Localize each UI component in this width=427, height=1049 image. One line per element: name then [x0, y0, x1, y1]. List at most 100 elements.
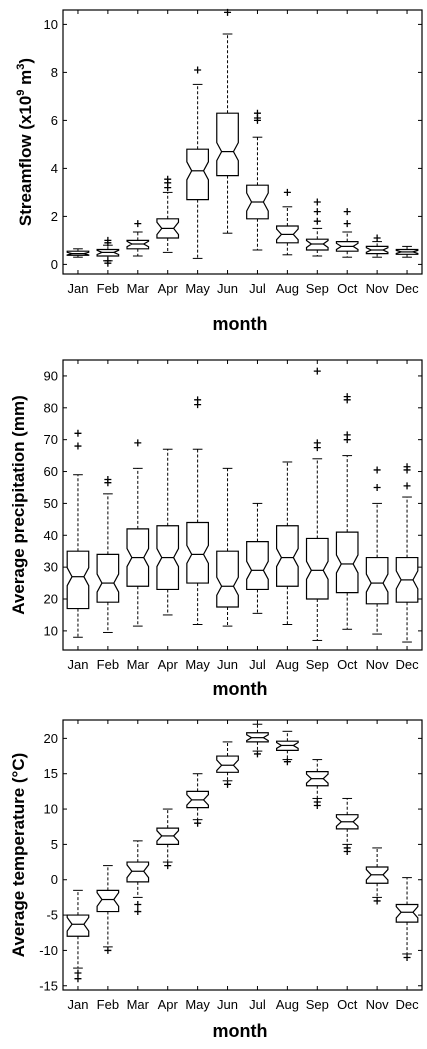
precipitation-outlier-point	[134, 439, 142, 447]
temperature-outlier-point	[373, 897, 381, 905]
temperature-x-tick-label: Sep	[306, 997, 329, 1012]
temperature-x-tick-label: Jul	[249, 997, 266, 1012]
streamflow-x-tick-label: May	[185, 281, 210, 296]
precipitation-x-tick-label: Apr	[158, 657, 179, 672]
streamflow-x-tick-label: Oct	[337, 281, 358, 296]
streamflow-y-axis-label: Streamflow (x109 m3)	[15, 58, 35, 226]
streamflow-outlier-point	[343, 220, 351, 228]
precipitation-outlier-point	[74, 442, 82, 450]
temperature-x-tick-label: Oct	[337, 997, 358, 1012]
streamflow-x-tick-label: Sep	[306, 281, 329, 296]
streamflow-box-aug	[276, 188, 299, 256]
precipitation-box-mar	[126, 439, 150, 627]
streamflow-box-body	[126, 239, 150, 250]
temperature-box-body	[126, 861, 150, 883]
temperature-box-dec	[395, 877, 419, 961]
precipitation-box-nov	[365, 466, 389, 635]
temperature-x-tick-label: Jan	[67, 997, 88, 1012]
temperature-box-sep	[305, 759, 329, 810]
temperature-plot-frame	[62, 719, 423, 991]
streamflow-y-tick-label: 0	[51, 257, 58, 272]
streamflow-y-label-main: Streamflow (x10	[16, 96, 35, 226]
temperature-box-feb	[96, 865, 120, 954]
precipitation-box-jan	[66, 429, 90, 638]
streamflow-x-tick-label: Feb	[97, 281, 119, 296]
precipitation-x-tick-label: Jan	[67, 657, 88, 672]
streamflow-boxes	[66, 8, 419, 267]
streamflow-outlier-point	[313, 198, 321, 206]
precipitation-y-axis-label: Average precipitation (mm)	[9, 395, 28, 614]
streamflow-y-tick-label: 4	[51, 161, 58, 176]
temperature-y-axis-label: Average temperature (°C)	[9, 753, 28, 958]
precipitation-box-sep	[305, 367, 329, 641]
precipitation-x-tick-label: Sep	[306, 657, 329, 672]
precipitation-outlier-point	[74, 429, 82, 437]
precipitation-x-axis-label: month	[213, 679, 268, 699]
streamflow-outlier-point	[253, 109, 261, 117]
precipitation-x-tick-label: Nov	[366, 657, 390, 672]
temperature-y-tick-label: -5	[46, 908, 58, 923]
streamflow-x-tick-label: Apr	[158, 281, 179, 296]
streamflow-plot-frame	[62, 9, 423, 275]
streamflow-outlier-point	[313, 208, 321, 216]
temperature-box-jun	[216, 741, 239, 788]
temperature-x-axis-label: month	[213, 1021, 268, 1041]
streamflow-outlier-point	[283, 188, 291, 196]
temperature-box-may	[186, 773, 209, 827]
temperature-x-ticks: Jan Feb Mar Apr May Jun Jul Aug Sep Oct Nov Dec	[67, 720, 419, 1012]
precipitation-outlier-point	[343, 431, 351, 439]
temperature-box-body	[66, 914, 90, 937]
streamflow-x-tick-label: Aug	[276, 281, 299, 296]
precipitation-y-tick-label: 80	[44, 400, 58, 415]
temperature-y-tick-label: -10	[39, 943, 58, 958]
temperature-box-oct	[335, 797, 359, 855]
precipitation-box-body	[216, 550, 239, 608]
streamflow-x-tick-label: Nov	[366, 281, 390, 296]
streamflow-x-tick-label: Mar	[127, 281, 150, 296]
temperature-y-tick-label: 15	[44, 766, 58, 781]
temperature-box-body	[395, 903, 419, 923]
precipitation-box-body	[186, 521, 209, 584]
streamflow-y-label-sup2: 3	[15, 64, 27, 70]
streamflow-x-axis-label: month	[213, 314, 268, 334]
temperature-x-tick-label: Mar	[127, 997, 150, 1012]
temperature-outlier-point	[403, 953, 411, 961]
temperature-outlier-point	[343, 844, 351, 852]
streamflow-box-body	[186, 148, 209, 201]
temperature-box-jul	[246, 723, 269, 758]
precipitation-x-tick-label: Aug	[276, 657, 299, 672]
precipitation-y-tick-label: 70	[44, 432, 58, 447]
temperature-boxes	[66, 723, 419, 983]
precipitation-y-tick-label: 30	[44, 560, 58, 575]
streamflow-box-oct	[335, 208, 359, 258]
precipitation-outlier-point	[343, 393, 351, 401]
streamflow-box-body	[305, 238, 329, 251]
streamflow-x-tick-label: Jun	[217, 281, 238, 296]
streamflow-y-label-close: )	[16, 58, 35, 64]
streamflow-y-ticks: 0 2 4 6 8 10	[44, 17, 422, 272]
precipitation-plot-frame	[62, 359, 423, 651]
precipitation-box-may	[186, 396, 209, 626]
temperature-box-body	[216, 755, 239, 773]
temperature-outlier-point	[283, 758, 291, 766]
temperature-x-tick-label: Dec	[395, 997, 419, 1012]
temperature-x-tick-label: Nov	[366, 997, 390, 1012]
temperature-outlier-point	[74, 975, 82, 983]
temperature-x-tick-label: Feb	[97, 997, 119, 1012]
streamflow-y-tick-label: 2	[51, 209, 58, 224]
precipitation-outlier-point	[313, 439, 321, 447]
precipitation-box-jun	[216, 467, 239, 627]
precipitation-x-tick-label: Dec	[395, 657, 419, 672]
precipitation-panel: 10 20 30 40 50 60 70 80 90 Jan Feb Mar Apr May Jun Jul…	[9, 359, 423, 699]
precipitation-y-tick-label: 40	[44, 528, 58, 543]
temperature-box-apr	[156, 808, 180, 870]
temperature-y-tick-label: 10	[44, 802, 58, 817]
precipitation-box-body	[305, 537, 329, 600]
precipitation-x-ticks: Jan Feb Mar Apr May Jun Jul Aug Sep Oct Nov Dec	[67, 360, 419, 672]
precipitation-y-tick-label: 60	[44, 464, 58, 479]
precipitation-outlier-point	[403, 482, 411, 490]
precipitation-outlier-point	[403, 463, 411, 471]
streamflow-x-tick-label: Jan	[67, 281, 88, 296]
precipitation-box-body	[96, 553, 120, 603]
streamflow-box-apr	[156, 175, 180, 253]
